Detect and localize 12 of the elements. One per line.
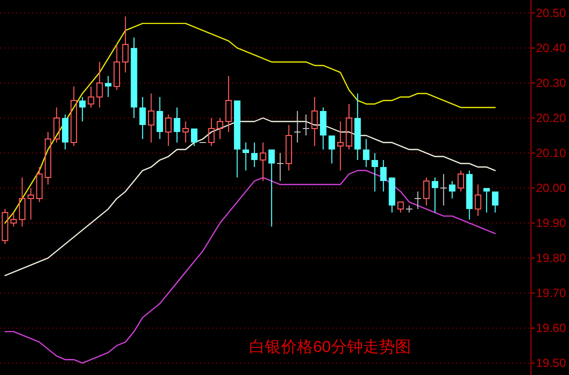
y-tick-label: 20.10: [536, 146, 566, 160]
y-tick-label: 20.30: [536, 76, 566, 90]
text: 白银价格60分钟走势图: [249, 338, 411, 356]
y-tick-label: 19.80: [536, 251, 566, 266]
y-tick-label: 20.20: [536, 110, 566, 125]
y-tick-label: 19.90: [536, 216, 566, 230]
y-tick-label: 20.00: [536, 181, 566, 196]
y-tick-label: 19.50: [536, 356, 566, 370]
y-tick-label: 19.70: [536, 286, 566, 300]
y-tick-label: 20.50: [536, 6, 566, 20]
y-tick-label: 20.40: [536, 40, 566, 55]
y-tick-label: 19.60: [536, 321, 566, 336]
